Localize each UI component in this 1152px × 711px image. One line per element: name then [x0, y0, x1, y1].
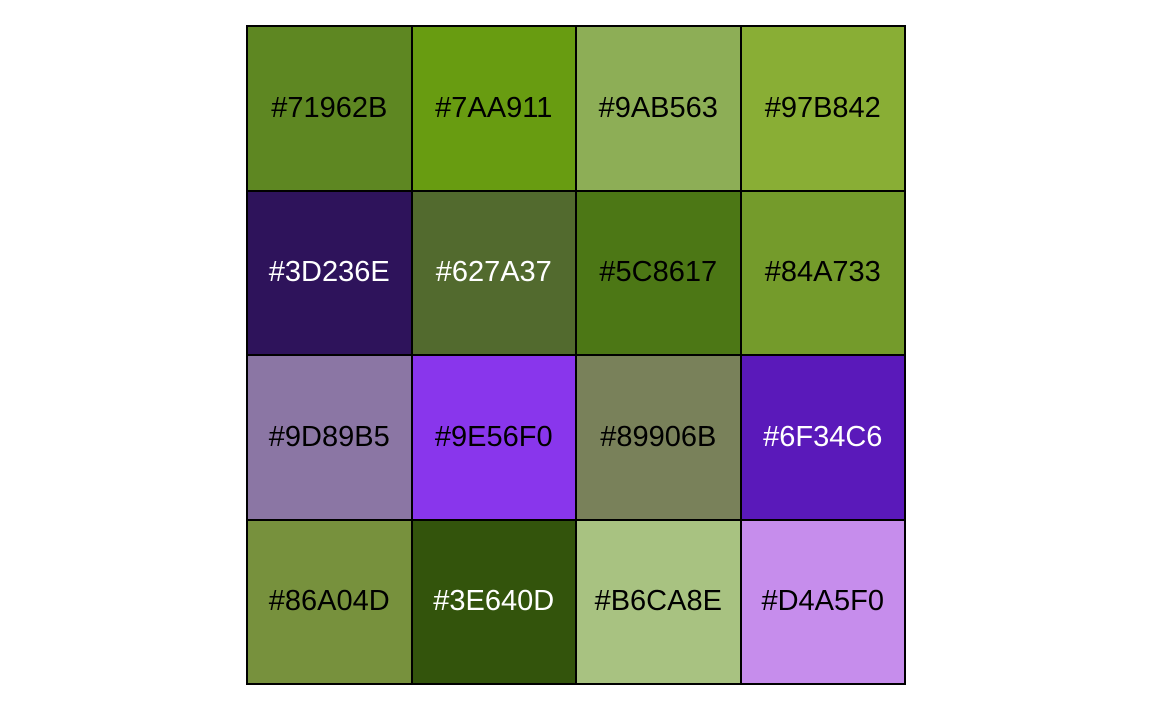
swatch-hex-label: #86A04D: [268, 585, 390, 618]
color-swatch-grid: #71962B #7AA911 #9AB563 #97B842 #3D236E #627A…: [246, 25, 906, 685]
swatch-hex-label: #3E640D: [433, 585, 555, 618]
color-swatch: #3D236E: [247, 190, 412, 355]
swatch-hex-label: #5C8617: [599, 256, 718, 289]
swatch-hex-label: #B6CA8E: [594, 585, 722, 618]
swatch-hex-label: #9D89B5: [268, 420, 390, 453]
color-swatch: #71962B: [247, 26, 412, 191]
color-swatch: #9D89B5: [247, 355, 412, 520]
color-swatch: #86A04D: [247, 519, 412, 684]
swatch-hex-label: #7AA911: [435, 91, 553, 124]
swatch-hex-label: #D4A5F0: [761, 585, 884, 618]
swatch-hex-label: #89906B: [600, 420, 717, 453]
color-swatch: #84A733: [740, 190, 905, 355]
color-swatch: #6F34C6: [740, 355, 905, 520]
color-swatch: #97B842: [740, 26, 905, 191]
color-swatch: #D4A5F0: [740, 519, 905, 684]
color-swatch: #7AA911: [411, 26, 576, 191]
color-swatch: #89906B: [576, 355, 741, 520]
color-swatch: #5C8617: [576, 190, 741, 355]
swatch-hex-label: #627A37: [435, 256, 552, 289]
color-swatch: #627A37: [411, 190, 576, 355]
color-swatch: #9E56F0: [411, 355, 576, 520]
color-swatch: #3E640D: [411, 519, 576, 684]
swatch-hex-label: #97B842: [764, 91, 881, 124]
swatch-hex-label: #6F34C6: [763, 420, 883, 453]
color-swatch: #9AB563: [576, 26, 741, 191]
swatch-hex-label: #84A733: [764, 256, 881, 289]
color-swatch: #B6CA8E: [576, 519, 741, 684]
swatch-hex-label: #9E56F0: [434, 420, 553, 453]
swatch-hex-label: #9AB563: [598, 91, 718, 124]
swatch-hex-label: #71962B: [271, 91, 388, 124]
swatch-hex-label: #3D236E: [268, 256, 390, 289]
